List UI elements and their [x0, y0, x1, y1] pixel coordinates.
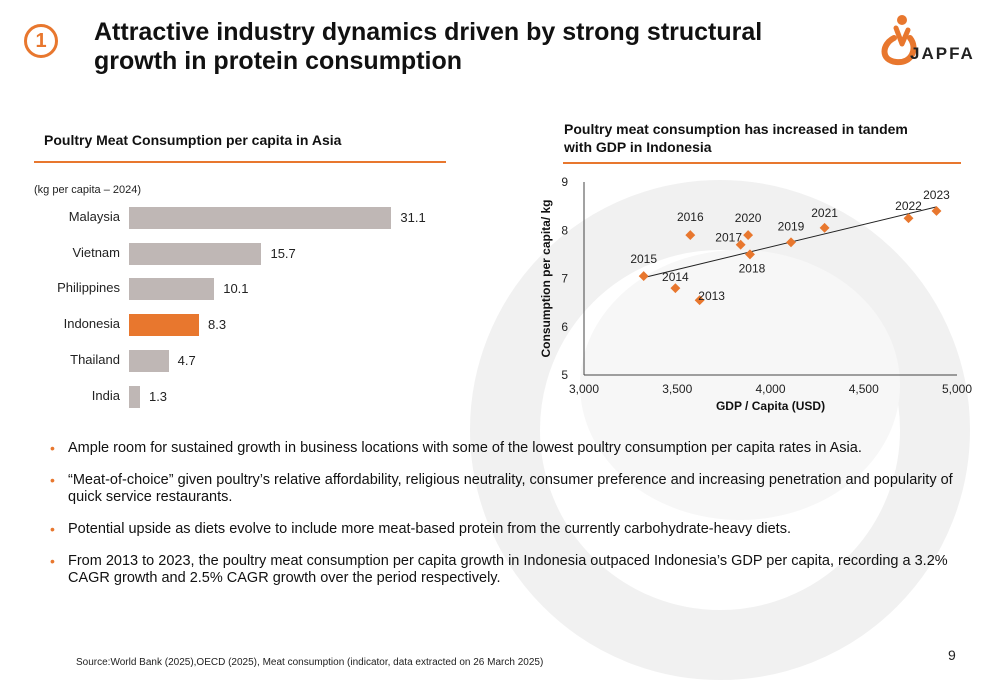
- bullet-item: Potential upside as diets evolve to incl…: [44, 521, 954, 538]
- bar-row: Vietnam 15.7: [0, 242, 470, 265]
- bar-chart-unit-note: (kg per capita – 2024): [34, 184, 142, 196]
- scatter-chart: 5 6 7 8 9 3,000 3,500 4,000 4,500 5,000 GDP / Capi…: [539, 175, 972, 413]
- data-point: [670, 283, 681, 294]
- x-tick-label: 3,000: [569, 382, 599, 396]
- bullet-list: Ample room for sustained growth in busin…: [44, 440, 954, 602]
- data-point: [786, 237, 796, 248]
- bar-row: Thailand 4.7: [0, 349, 470, 372]
- bar-value-label: 8.3: [208, 317, 227, 333]
- bar-row: India 1.3: [0, 385, 470, 408]
- data-point: [694, 295, 705, 306]
- data-point-label: 2018: [739, 261, 766, 275]
- y-tick-label: 6: [561, 320, 568, 334]
- slide-number-badge: 1: [24, 24, 58, 58]
- bar: [129, 207, 392, 229]
- data-point-label: 2019: [778, 219, 805, 233]
- data-point: [931, 206, 942, 216]
- scatter-chart-title: Poultry meat consumption has increased i…: [564, 121, 908, 155]
- data-point-label: 2020: [735, 211, 762, 225]
- bullet-item: “Meat-of-choice” given poultry’s relativ…: [44, 472, 954, 506]
- data-point-label: 2016: [677, 210, 704, 224]
- data-point: [638, 271, 649, 282]
- bar: [129, 349, 169, 372]
- x-tick-label: 3,500: [662, 382, 692, 396]
- data-point: [743, 230, 754, 241]
- bar-category-label: Vietnam: [72, 244, 120, 260]
- y-tick-label: 9: [561, 175, 568, 189]
- bar: [129, 385, 140, 408]
- x-tick-label: 4,500: [849, 382, 879, 396]
- bar-value-label: 31.1: [400, 210, 426, 225]
- bar-row: Malaysia 31.1: [0, 207, 470, 229]
- y-axis-title: Consumption per capita/ kg: [539, 199, 553, 357]
- japfa-logo-icon: [881, 15, 917, 66]
- bar: [129, 278, 215, 301]
- bar-row: Indonesia 8.3: [0, 314, 470, 337]
- logo-wordmark: JAPFA: [910, 44, 975, 63]
- data-point-label: 2014: [662, 270, 689, 284]
- data-point-label: 2015: [630, 252, 657, 266]
- bullet-item: From 2013 to 2023, the poultry meat cons…: [44, 553, 954, 587]
- y-tick-label: 8: [561, 223, 568, 237]
- bar-chart-title: Poultry Meat Consumption per capita in A…: [44, 132, 342, 148]
- bar-value-label: 15.7: [270, 245, 296, 261]
- bar: [129, 314, 200, 337]
- bar-value-label: 1.3: [148, 388, 168, 404]
- source-note: Source:World Bank (2025),OECD (2025), Me…: [76, 657, 544, 668]
- bar: [129, 242, 262, 265]
- scatter-title-rule: [563, 162, 961, 164]
- data-point-label: 2017: [715, 231, 742, 245]
- bar-title-rule: [34, 161, 446, 163]
- bar-category-label: Philippines: [57, 280, 120, 296]
- data-point-label: 2013: [698, 289, 725, 303]
- data-point-label: 2022: [895, 199, 922, 213]
- x-tick-label: 5,000: [942, 382, 972, 396]
- bar-value-label: 10.1: [223, 281, 249, 297]
- data-point: [903, 213, 914, 224]
- bullet-item: Ample room for sustained growth in busin…: [44, 440, 954, 457]
- y-tick-label: 5: [561, 368, 568, 382]
- data-point: [685, 230, 696, 241]
- x-tick-label: 4,000: [755, 382, 785, 396]
- data-point-label: 2021: [811, 206, 838, 220]
- bar-value-label: 4.7: [177, 352, 196, 368]
- data-point: [819, 222, 830, 233]
- page-number: 9: [948, 647, 956, 663]
- x-axis-title: GDP / Capita (USD): [716, 399, 825, 413]
- y-tick-label: 7: [561, 272, 568, 286]
- bar-category-label: Thailand: [70, 351, 120, 367]
- bar-category-label: Malaysia: [68, 209, 120, 224]
- bar-category-label: India: [91, 387, 120, 403]
- slide-title: Attractive industry dynamics driven by s…: [94, 18, 763, 75]
- bar-category-label: Indonesia: [63, 316, 120, 332]
- bar-row: Philippines 10.1: [0, 278, 470, 301]
- data-point-label: 2023: [923, 188, 950, 202]
